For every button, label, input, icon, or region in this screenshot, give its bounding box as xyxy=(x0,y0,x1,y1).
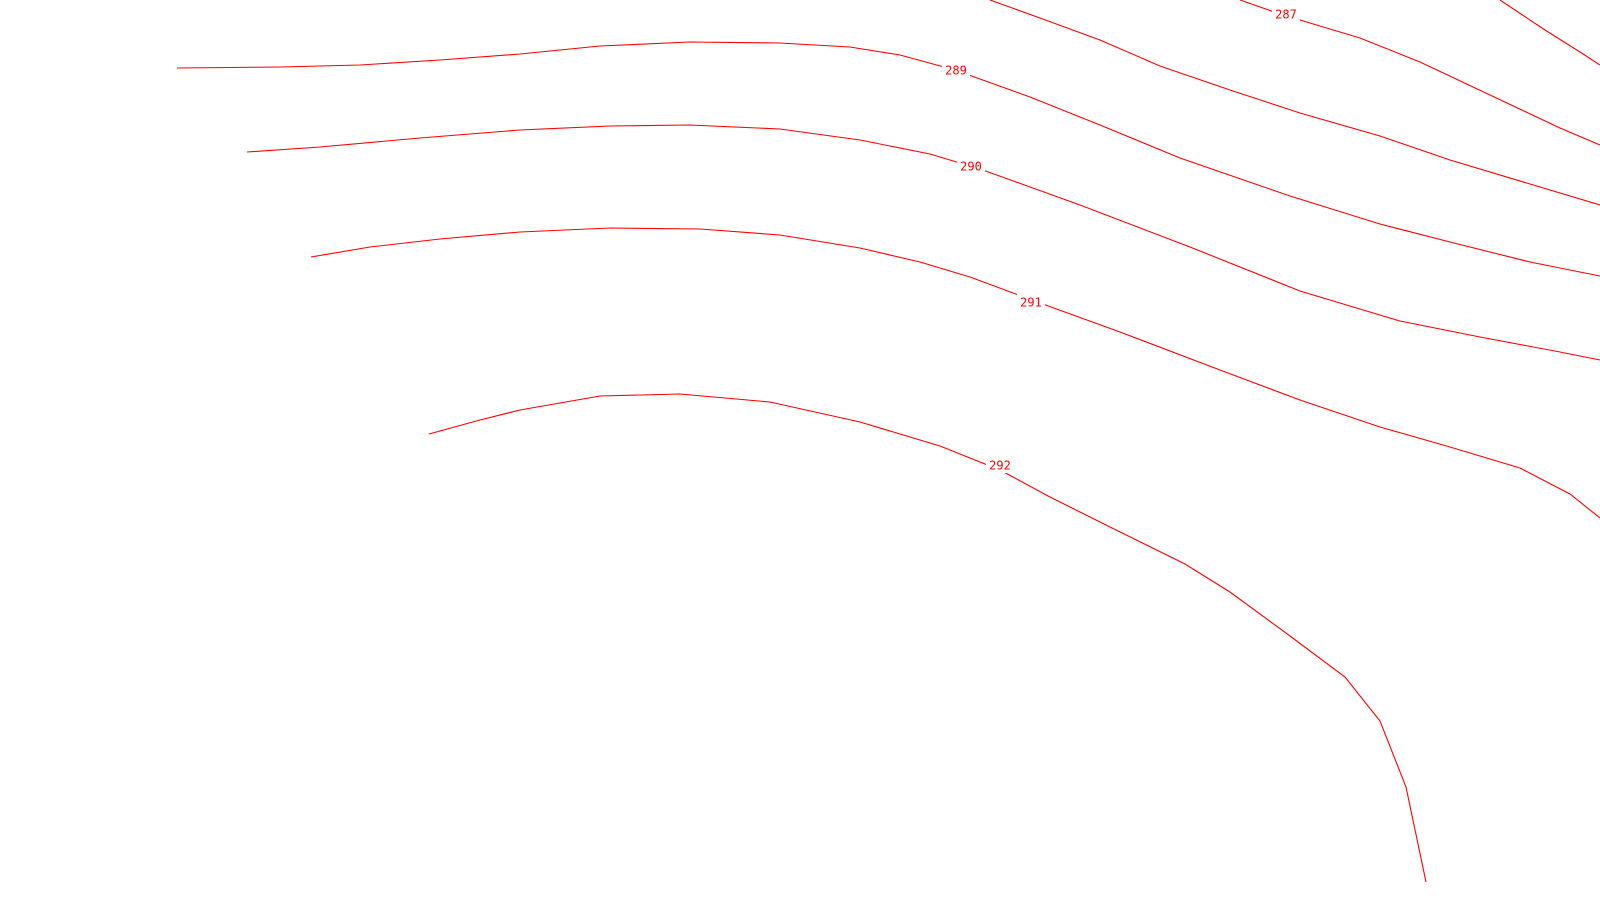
contour-line-292 xyxy=(428,393,1427,883)
svg-text:289: 289 xyxy=(945,64,967,78)
contour-line-290 xyxy=(246,124,1600,361)
contour-label-292: 292 xyxy=(986,457,1014,473)
svg-text:290: 290 xyxy=(960,160,982,174)
contour-line-top-corner xyxy=(1499,0,1600,66)
contour-line-288 xyxy=(989,0,1600,206)
contour-line-289 xyxy=(176,41,1600,277)
contour-label-287: 287 xyxy=(1272,6,1300,22)
contour-label-290: 290 xyxy=(957,158,985,174)
svg-text:291: 291 xyxy=(1020,296,1042,310)
contour-line-291 xyxy=(310,227,1600,519)
svg-text:287: 287 xyxy=(1275,8,1297,22)
contour-label-289: 289 xyxy=(942,62,970,78)
svg-text:292: 292 xyxy=(989,459,1011,473)
contour-label-291: 291 xyxy=(1017,294,1045,310)
